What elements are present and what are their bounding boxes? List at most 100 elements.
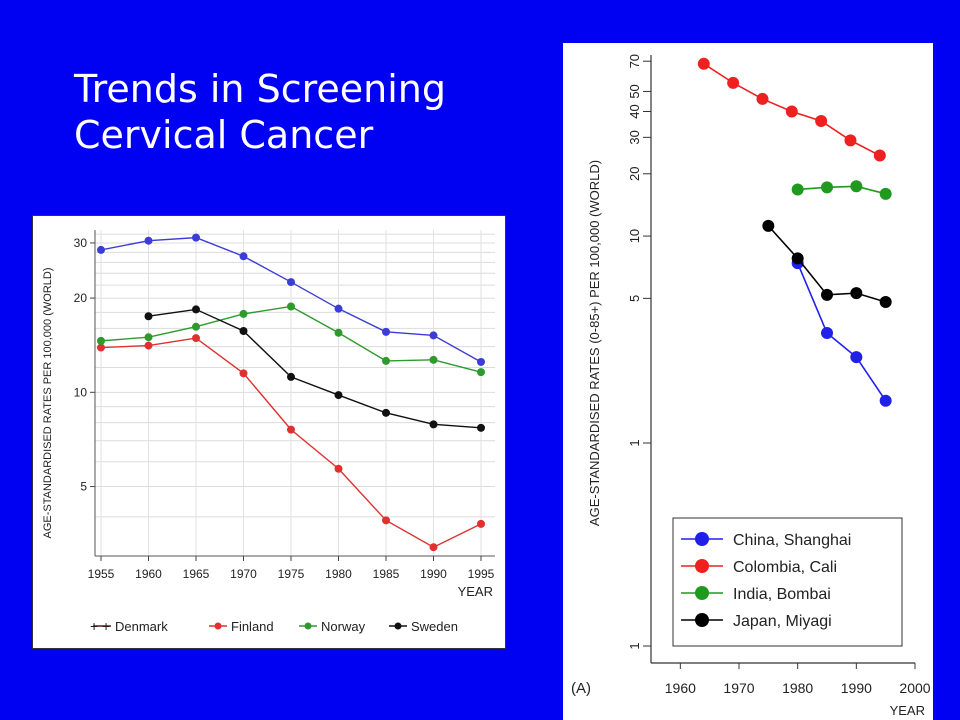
data-point [97, 245, 105, 254]
y-tick-label: 20 [74, 291, 88, 305]
legend-label: China, Shanghai [733, 532, 851, 549]
legend-marker [304, 622, 312, 630]
y-tick-label: 10 [74, 385, 88, 399]
x-tick-label: 1970 [230, 567, 257, 581]
data-point [429, 331, 438, 340]
x-tick-label: 1990 [841, 680, 872, 696]
data-point [791, 252, 804, 265]
y-tick-label: 1 [627, 642, 642, 649]
x-tick-label: 1995 [468, 567, 495, 581]
data-point [97, 336, 105, 345]
x-tick-label: 1985 [373, 567, 400, 581]
data-point [821, 327, 833, 340]
data-point [239, 326, 248, 335]
legend-marker [695, 586, 709, 600]
data-point [429, 543, 438, 552]
y-axis-label: AGE-STANDARDISED RATES (0-85+) PER 100,0… [587, 160, 602, 526]
data-point [287, 278, 295, 287]
data-point [844, 134, 857, 147]
data-point [821, 181, 833, 194]
y-axis-label: AGE-STANDARDISED RATES PER 100,000 (WORL… [42, 268, 54, 539]
data-point [334, 304, 343, 313]
slide-title: Trends in Screening Cervical Cancer [74, 66, 446, 158]
data-point [287, 372, 295, 381]
legend-label: Colombia, Cali [733, 559, 837, 576]
legend-label: Denmark [115, 619, 168, 634]
data-point [477, 519, 485, 528]
right-chart-panel: 70 50 40 30 20 10 5 1 1 1960 1970 1980 1990 2000 YEAR (… [563, 43, 933, 720]
data-point [879, 394, 892, 407]
y-tick-label: 40 [627, 104, 642, 118]
legend-label: Norway [321, 619, 366, 634]
x-axis-label: YEAR [458, 584, 493, 599]
legend-marker [695, 613, 709, 627]
panel-label: (A) [571, 680, 591, 697]
y-tick-label: 20 [627, 167, 642, 181]
series-line [148, 308, 482, 429]
legend-marker: + [90, 618, 98, 634]
left-chart: 30 20 10 5 1955 1960 1965 1970 1975 1980 1985 1990 1… [42, 230, 495, 634]
data-point [239, 309, 248, 318]
x-tick-label: 2000 [899, 680, 930, 696]
x-axis-label: YEAR [890, 703, 925, 718]
data-point [382, 327, 390, 336]
data-point [815, 114, 828, 127]
data-point [287, 302, 295, 311]
data-point [382, 408, 390, 417]
data-point [697, 57, 710, 70]
data-point [192, 334, 200, 343]
legend-marker [695, 532, 709, 546]
data-point [382, 516, 390, 525]
data-point [334, 464, 343, 473]
data-point [756, 92, 769, 105]
x-tick-label: 1960 [135, 567, 162, 581]
data-point [850, 287, 863, 300]
data-point [334, 391, 343, 400]
y-tick-label: 30 [74, 236, 88, 250]
data-point [873, 149, 886, 162]
data-point [334, 328, 343, 337]
legend-label: Sweden [411, 619, 458, 634]
data-point [477, 423, 485, 432]
x-tick-label: 1980 [325, 567, 352, 581]
legend-label: Japan, Miyagi [733, 613, 832, 630]
data-point [97, 343, 105, 352]
data-point [239, 252, 248, 261]
data-point [762, 219, 775, 232]
x-tick-label: 1960 [665, 680, 696, 696]
x-tick-label: 1975 [278, 567, 305, 581]
x-tick-label: 1970 [723, 680, 754, 696]
data-point [850, 351, 863, 364]
y-tick-label: 1 [627, 439, 642, 446]
legend-marker [695, 559, 709, 573]
data-point [144, 341, 153, 350]
series-line [797, 185, 886, 195]
right-chart: 70 50 40 30 20 10 5 1 1 1960 1970 1980 1990 2000 YEAR (… [571, 54, 931, 718]
data-point [791, 183, 804, 196]
x-tick-label: 1980 [782, 680, 813, 696]
data-point [382, 356, 390, 365]
slide-title-line-2: Cervical Cancer [74, 113, 374, 157]
data-point [850, 180, 863, 193]
slide-title-line-1: Trends in Screening [74, 67, 447, 111]
data-point [785, 105, 798, 118]
y-tick-label: 10 [627, 229, 642, 243]
data-point [429, 420, 438, 429]
data-point [239, 369, 248, 378]
data-point [192, 322, 200, 331]
y-tick-label: 50 [627, 84, 642, 98]
x-tick-label: 1965 [183, 567, 210, 581]
x-tick-label: 1955 [88, 567, 115, 581]
legend-marker [214, 622, 222, 630]
data-point [144, 333, 153, 342]
data-point [477, 368, 485, 377]
legend-marker [394, 622, 402, 630]
left-chart-panel: 30 20 10 5 1955 1960 1965 1970 1975 1980 1985 1990 1… [32, 215, 506, 649]
data-point [879, 187, 892, 200]
x-tick-label: 1990 [420, 567, 447, 581]
legend-marker: + [102, 618, 110, 634]
data-point [477, 357, 485, 366]
y-tick-label: 30 [627, 130, 642, 144]
y-tick-label: 5 [627, 295, 642, 302]
data-point [879, 296, 892, 309]
